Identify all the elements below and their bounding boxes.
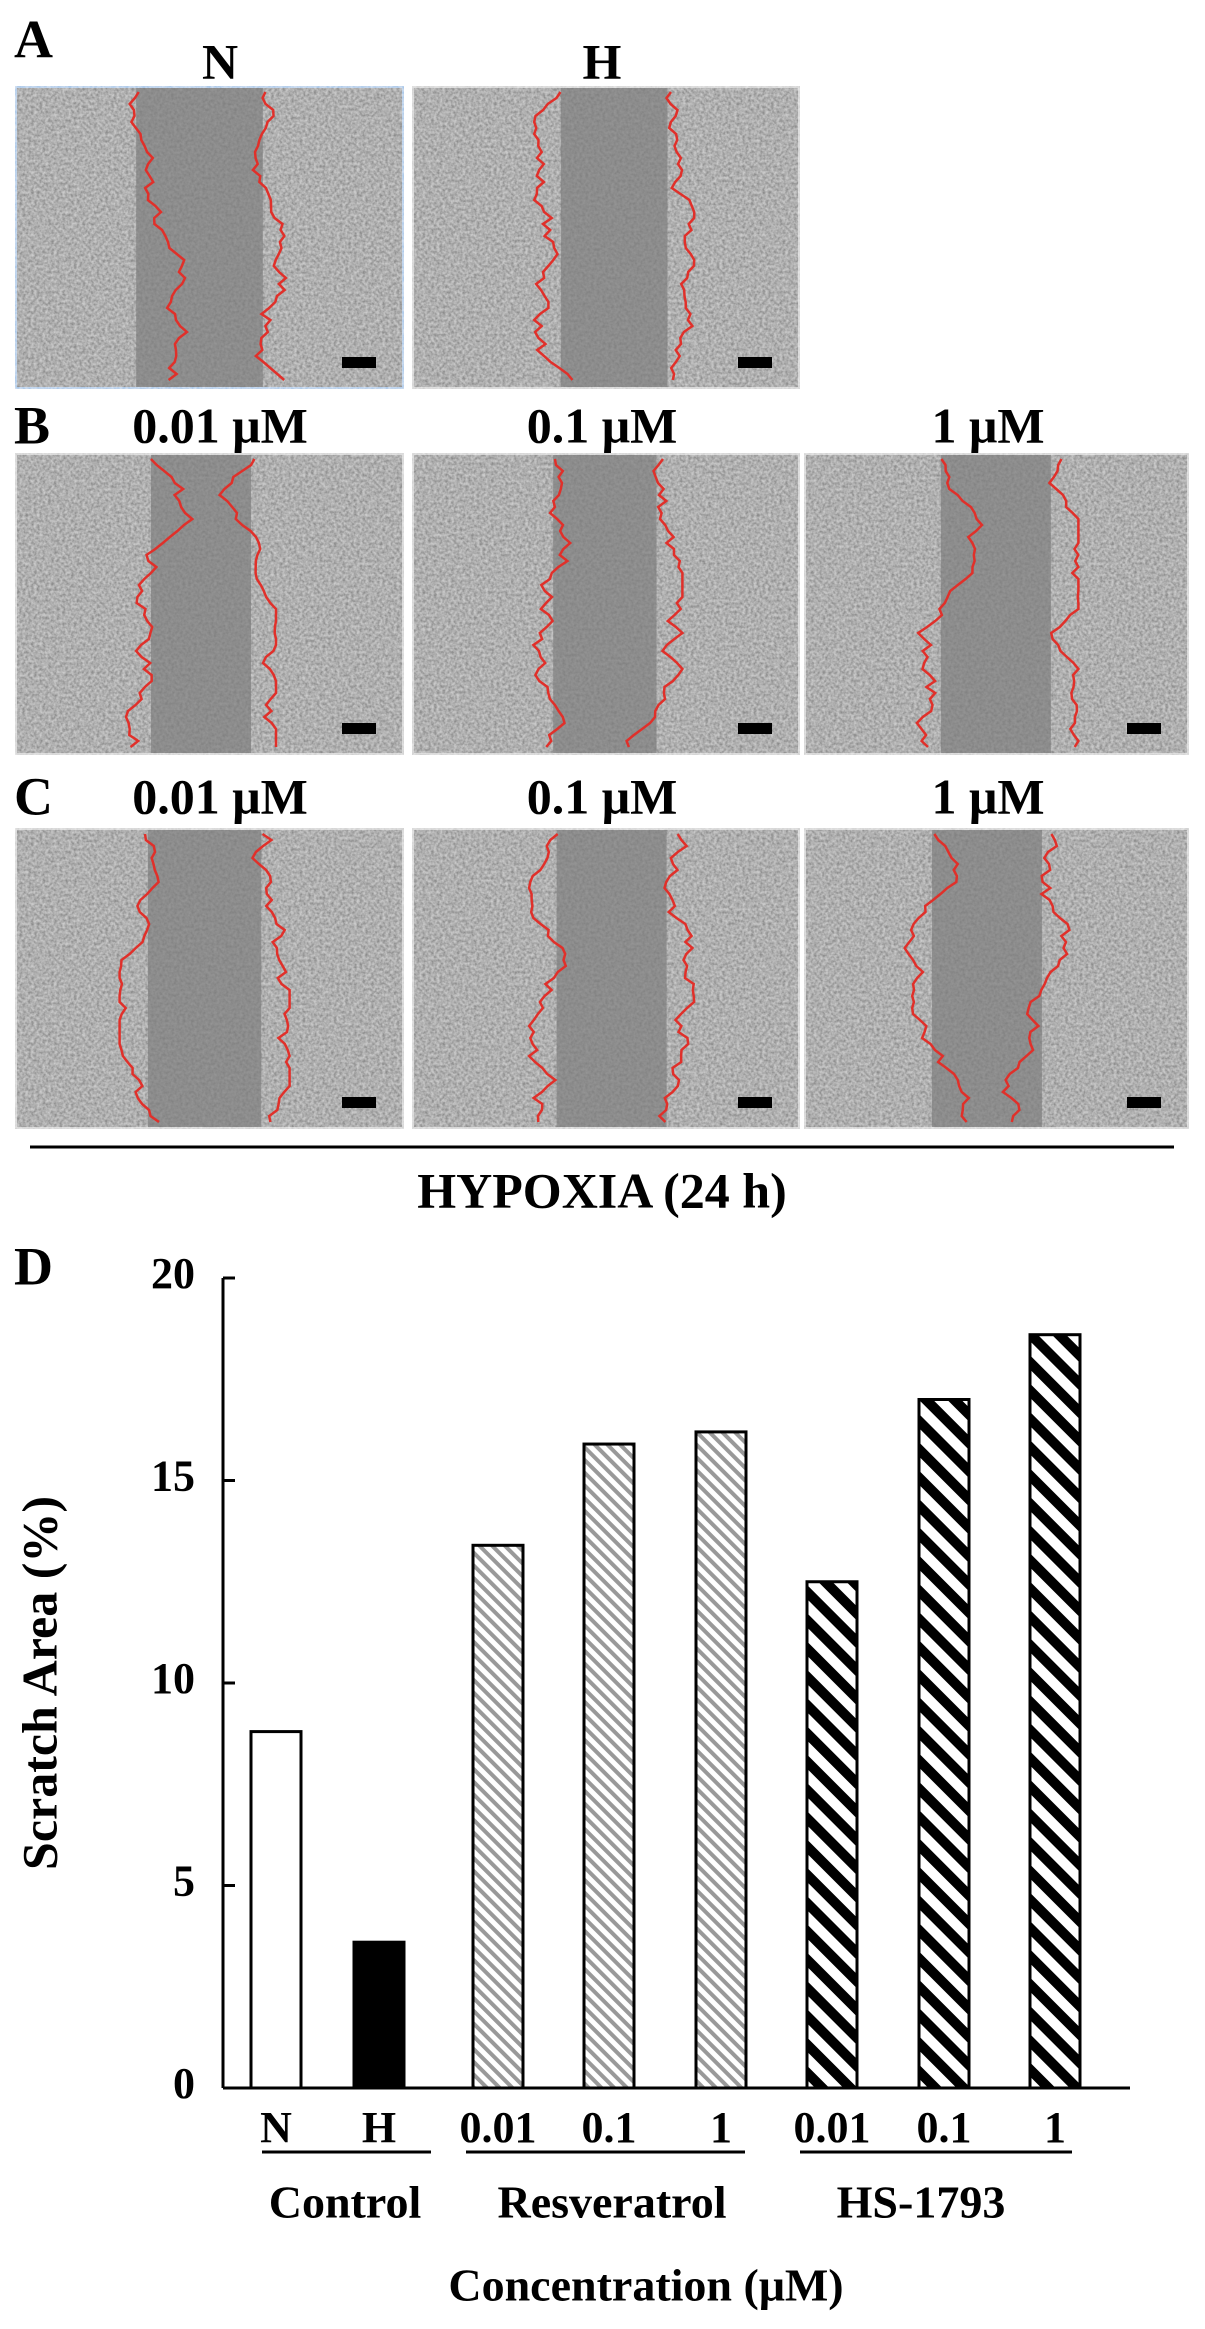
scratch-gap [560, 88, 668, 387]
bar [249, 1730, 303, 2090]
scale-bar [1127, 1097, 1161, 1108]
group-label: Resveratrol [497, 2177, 726, 2228]
scratch-edge [664, 91, 696, 381]
x-tick-label: N [260, 2103, 292, 2152]
scale-bar [342, 357, 376, 368]
bar [471, 1543, 525, 2090]
scratch-edge [903, 833, 971, 1123]
scale-bar [738, 357, 772, 368]
bar [694, 1430, 748, 2090]
column-header: 0.01 μM [132, 397, 308, 453]
bar [805, 1580, 859, 2090]
scratch-gap [931, 830, 1042, 1127]
scale-bar [342, 723, 376, 734]
x-tick-label: H [362, 2103, 396, 2152]
scratch-gap [556, 830, 667, 1127]
panel-label: C [14, 766, 53, 826]
column-header: N [202, 33, 238, 89]
y-tick-label: 0 [173, 2059, 195, 2108]
bar [917, 1398, 971, 2090]
column-header: 0.01 μM [132, 768, 308, 824]
scratch-edge [251, 91, 288, 381]
bar [582, 1442, 636, 2090]
x-tick-label: 0.1 [917, 2103, 972, 2152]
bar [1028, 1333, 1082, 2090]
scratch-edge [532, 91, 574, 381]
scratch-edge [657, 833, 696, 1123]
scale-bar [738, 723, 772, 734]
scratch-edge [250, 832, 291, 1123]
x-tick-label: 1 [1044, 2103, 1066, 2152]
scratch-edge [915, 458, 984, 748]
column-header: 0.1 μM [527, 768, 678, 824]
panel-label: A [14, 9, 53, 69]
column-header: H [583, 33, 622, 89]
scratch-gap [147, 830, 262, 1127]
column-header: 1 μM [931, 768, 1044, 824]
group-label: HS-1793 [837, 2177, 1006, 2228]
scratch-edge [527, 833, 568, 1123]
column-header: 0.1 μM [527, 397, 678, 453]
y-tick-label: 10 [151, 1654, 195, 1703]
x-axis-title: Concentration (μM) [448, 2260, 843, 2311]
y-tick-label: 20 [151, 1249, 195, 1298]
panel-label: D [14, 1236, 53, 1296]
bar [352, 1940, 406, 2090]
micrographs [13, 84, 1191, 1131]
panel-label: B [14, 395, 50, 455]
column-header: 1 μM [931, 397, 1044, 453]
scratch-gap [940, 455, 1051, 753]
scratch-edge [1047, 458, 1081, 748]
scratch-edge [118, 833, 160, 1124]
scratch-gap [553, 455, 657, 753]
y-tick-label: 5 [173, 1857, 195, 1906]
scratch-edge [625, 458, 685, 748]
scratch-edge [124, 458, 195, 748]
y-tick-label: 15 [151, 1452, 195, 1501]
scratch-gap [136, 88, 263, 387]
group-label: Control [269, 2177, 422, 2228]
x-tick-label: 0.01 [794, 2103, 871, 2152]
x-tick-label: 0.01 [460, 2103, 537, 2152]
scale-bar [738, 1097, 772, 1108]
scratch-gap [151, 455, 252, 753]
scale-bar [1127, 723, 1161, 734]
scale-bar [342, 1097, 376, 1108]
scratch-edge [128, 91, 189, 381]
scratch-edge [217, 458, 278, 747]
y-axis-title: Scratch Area (%) [11, 1496, 67, 1870]
scratch-edge [1000, 833, 1071, 1123]
x-tick-label: 0.1 [582, 2103, 637, 2152]
scratch-edge [531, 458, 573, 748]
condition-label: HYPOXIA (24 h) [417, 1162, 786, 1218]
x-tick-label: 1 [710, 2103, 732, 2152]
